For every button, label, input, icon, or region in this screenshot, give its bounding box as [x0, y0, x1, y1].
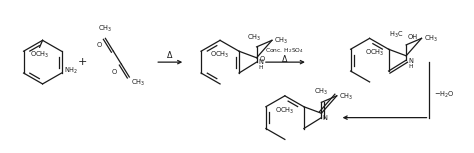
Text: NH$_2$: NH$_2$ — [64, 66, 78, 76]
Text: CH$_3$: CH$_3$ — [423, 34, 438, 44]
Text: OCH$_3$: OCH$_3$ — [275, 106, 294, 116]
Text: CH$_3$: CH$_3$ — [274, 36, 288, 46]
Text: O: O — [96, 42, 101, 48]
Text: H: H — [259, 65, 263, 70]
Text: CH$_3$: CH$_3$ — [247, 33, 262, 43]
Text: +: + — [78, 57, 87, 67]
Text: $\Delta$: $\Delta$ — [281, 53, 289, 64]
Text: CH$_3$: CH$_3$ — [98, 24, 112, 34]
Text: CH$_3$: CH$_3$ — [131, 78, 146, 88]
Text: $\Delta$: $\Delta$ — [166, 49, 174, 60]
Text: O: O — [112, 69, 118, 75]
Text: CH$_3$: CH$_3$ — [339, 92, 353, 102]
Text: OCH$_3$: OCH$_3$ — [365, 48, 384, 58]
Text: OH: OH — [407, 34, 417, 40]
Text: H$_3$C: H$_3$C — [389, 30, 403, 40]
Text: H: H — [408, 64, 413, 69]
Text: N: N — [259, 59, 264, 65]
Text: OCH$_3$: OCH$_3$ — [30, 50, 49, 60]
Text: CH$_3$: CH$_3$ — [314, 87, 328, 97]
Text: $-$H$_2$O: $-$H$_2$O — [434, 90, 455, 100]
Text: N: N — [408, 58, 413, 64]
Text: N: N — [322, 115, 327, 121]
Text: Conc. H$_2$SO$_4$: Conc. H$_2$SO$_4$ — [265, 46, 304, 55]
Text: O: O — [260, 56, 265, 62]
Text: OCH$_3$: OCH$_3$ — [210, 50, 230, 60]
